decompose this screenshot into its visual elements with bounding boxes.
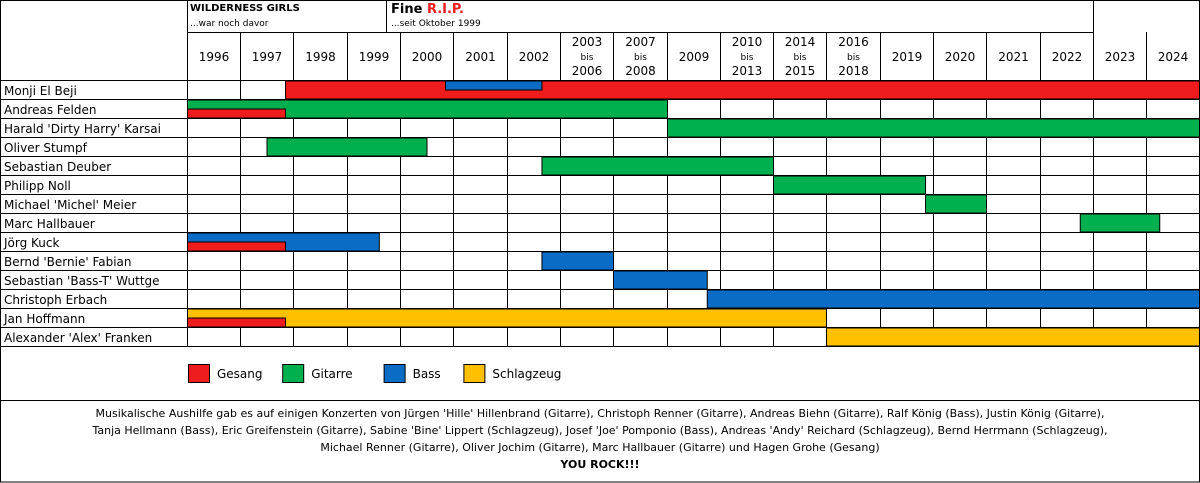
- year-label: 1997: [252, 50, 283, 64]
- year-label-end: 2018: [838, 64, 869, 78]
- bar-schlagzeug: [826, 327, 1200, 347]
- member-name: Oliver Stumpf: [4, 141, 88, 155]
- year-label-end: 2006: [572, 64, 603, 78]
- year-label: 1996: [199, 50, 230, 64]
- year-label: 2024: [1158, 50, 1189, 64]
- member-name: Sebastian Deuber: [4, 160, 111, 174]
- footer-closing: YOU ROCK!!!: [559, 458, 639, 471]
- year-label-bis: bis: [581, 53, 594, 63]
- bar-gesang: [187, 241, 287, 252]
- member-name: Philipp Noll: [4, 179, 71, 193]
- legend-label-bass: Bass: [413, 367, 441, 381]
- legend-label-gitarre: Gitarre: [311, 367, 352, 381]
- legend-swatch-gesang: [188, 364, 210, 383]
- member-name: Bernd 'Bernie' Fabian: [4, 255, 132, 269]
- bar-gesang: [285, 80, 1200, 100]
- member-name: Harald 'Dirty Harry' Karsai: [4, 122, 161, 136]
- legend-label-gesang: Gesang: [217, 367, 263, 381]
- year-label-bis: bis: [847, 53, 860, 63]
- legend-label-schlagzeug: Schlagzeug: [492, 367, 561, 381]
- member-name: Marc Hallbauer: [4, 217, 95, 231]
- year-label: 2019: [892, 50, 923, 64]
- bar-gitarre: [667, 118, 1200, 138]
- year-label: 2001: [465, 50, 496, 64]
- year-label-start: 2014: [785, 35, 816, 49]
- year-label: 2020: [945, 50, 976, 64]
- legend-swatch-bass: [383, 364, 406, 383]
- bar-gitarre: [1079, 213, 1161, 233]
- footer-line: Musikalische Aushilfe gab es auf einigen…: [96, 407, 1105, 420]
- year-label-bis: bis: [741, 53, 754, 63]
- year-label-end: 2015: [785, 64, 816, 78]
- member-name: Michael 'Michel' Meier: [4, 198, 136, 212]
- year-label: 2021: [998, 50, 1029, 64]
- year-label-start: 2003: [572, 35, 603, 49]
- year-label: 1998: [305, 50, 336, 64]
- year-label-start: 2016: [838, 35, 869, 49]
- year-label: 2023: [1105, 50, 1136, 64]
- legend-swatch-schlagzeug: [463, 364, 486, 383]
- year-label-end: 2013: [732, 64, 763, 78]
- bar-bass: [445, 80, 543, 91]
- bar-gesang: [187, 108, 287, 119]
- year-label: 2002: [519, 50, 550, 64]
- era-title-fine: Fine: [391, 2, 427, 17]
- year-label: 2009: [679, 50, 710, 64]
- year-label: 2022: [1052, 50, 1083, 64]
- member-name: Jörg Kuck: [3, 236, 60, 250]
- member-name: Christoph Erbach: [4, 293, 107, 307]
- footer-line: Michael Renner (Gitarre), Oliver Jochim …: [320, 441, 879, 454]
- era-title-wilderness-girls: WILDERNESS GIRLS: [190, 3, 300, 14]
- bar-bass: [613, 270, 708, 290]
- legend-swatch-gitarre: [282, 364, 305, 383]
- bar-gitarre: [925, 194, 987, 214]
- era-subtitle-wilderness-girls: ...war noch davor: [190, 19, 269, 29]
- bar-gesang: [187, 317, 287, 328]
- member-name: Alexander 'Alex' Franken: [4, 331, 152, 345]
- era-title-fine-rip: Fine R.I.P.: [391, 2, 464, 17]
- bar-bass: [706, 289, 1200, 309]
- era-title-rip: R.I.P.: [427, 2, 464, 17]
- year-label: 1999: [359, 50, 390, 64]
- footer-line: Tanja Hellmann (Bass), Eric Greifenstein…: [91, 424, 1107, 437]
- member-name: Monji El Beji: [4, 84, 77, 98]
- year-label-end: 2008: [625, 64, 656, 78]
- year-label-start: 2007: [625, 35, 656, 49]
- bar-gitarre: [773, 175, 927, 195]
- bar-gitarre: [541, 156, 775, 176]
- member-name: Andreas Felden: [4, 103, 96, 117]
- member-name: Sebastian 'Bass-T' Wuttge: [4, 274, 160, 288]
- year-label-start: 2010: [732, 35, 763, 49]
- member-name: Jan Hoffmann: [3, 312, 85, 326]
- bar-bass: [541, 251, 615, 271]
- era-subtitle-fine-rip: ...seit Oktober 1999: [391, 19, 481, 29]
- year-label: 2000: [412, 50, 443, 64]
- year-label-bis: bis: [794, 53, 807, 63]
- year-label-bis: bis: [634, 53, 647, 63]
- bar-gitarre: [266, 137, 428, 157]
